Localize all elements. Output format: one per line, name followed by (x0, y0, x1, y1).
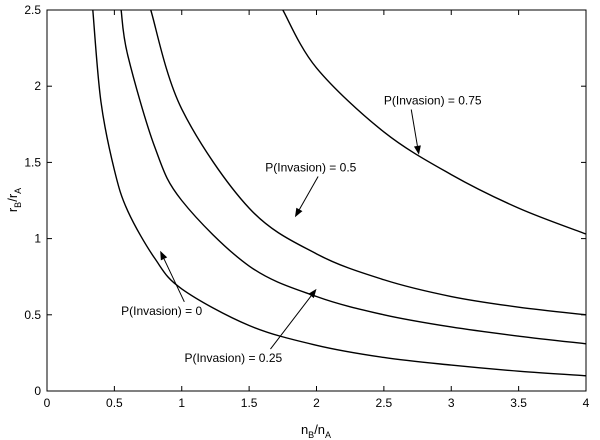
x-tick-label: 0.5 (106, 396, 123, 410)
series-line-2 (150, 9, 587, 316)
y-axis-label: rB/rA (5, 188, 23, 212)
annotation-arrow-3 (410, 109, 418, 146)
annotation-arrowhead-0 (160, 250, 168, 261)
annotation-label-2: P(Invasion) = 0.5 (265, 161, 356, 175)
series-line-0 (92, 9, 587, 377)
y-tick-label: 1.5 (24, 155, 41, 169)
series-line-1 (120, 9, 587, 345)
ticks-layer: 0 0.5 1 1.5 2 2.5 3 3.5 4 0 0.5 1 1.5 2 2.5 (24, 3, 589, 410)
y-tick-label: 2 (34, 79, 41, 93)
annotation-label-1: P(Invasion) = 0.25 (184, 351, 282, 365)
annotation-arrow-1 (270, 295, 312, 350)
annotations-layer: P(Invasion) = 0 P(Invasion) = 0.25 P(Invas… (121, 93, 482, 365)
curves-layer (92, 9, 587, 377)
x-tick-label: 2.5 (376, 396, 393, 410)
y-tick-label: 1 (34, 232, 41, 246)
x-tick-label: 2 (313, 396, 320, 410)
x-tick-label: 1.5 (241, 396, 258, 410)
annotation-arrowhead-3 (413, 145, 421, 155)
x-axis-label: nB/nA (301, 422, 331, 440)
y-tick-label: 2.5 (24, 3, 41, 17)
y-tick-label: 0 (34, 384, 41, 398)
x-tick-label: 4 (583, 396, 590, 410)
annotation-arrow-0 (163, 258, 185, 303)
annotation-arrowhead-1 (308, 288, 317, 299)
x-tick-label: 0 (44, 396, 51, 410)
plot-frame (46, 9, 587, 392)
x-tick-label: 1 (178, 396, 185, 410)
series-line-3 (282, 9, 587, 235)
x-tick-label: 3 (448, 396, 455, 410)
x-tick-label: 3.5 (510, 396, 527, 410)
y-tick-label: 0.5 (24, 308, 41, 322)
annotation-arrow-2 (298, 176, 319, 210)
annotation-label-3: P(Invasion) = 0.75 (384, 93, 482, 107)
annotation-label-0: P(Invasion) = 0 (121, 304, 202, 318)
annotation-arrowhead-2 (294, 207, 303, 218)
